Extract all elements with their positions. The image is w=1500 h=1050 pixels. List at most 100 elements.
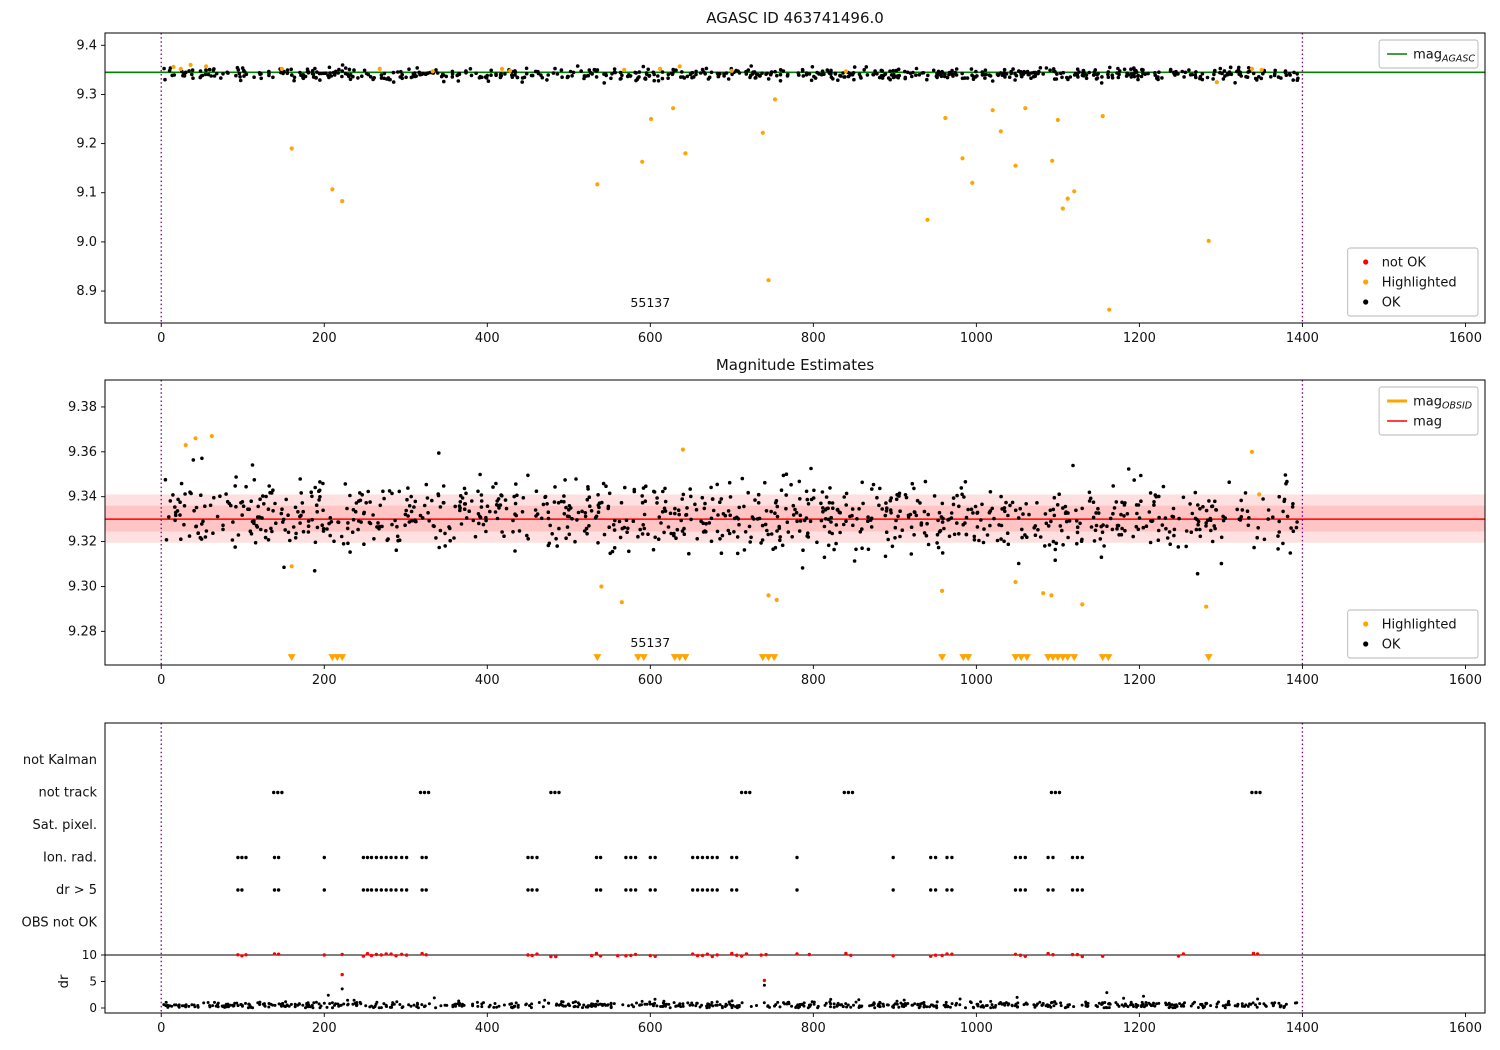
- dr-point: [311, 1006, 315, 1010]
- ok-point: [434, 68, 438, 72]
- dr-point: [1196, 1006, 1200, 1009]
- ok-point: [476, 489, 480, 494]
- ok-point: [409, 494, 414, 499]
- ok-point: [963, 480, 968, 484]
- dr-point: [984, 1004, 988, 1008]
- ok-point: [301, 509, 306, 514]
- ok-point: [668, 511, 673, 516]
- dr-point: [346, 998, 350, 1002]
- ok-point: [860, 480, 864, 485]
- dr-point: [731, 1004, 735, 1007]
- ok-point: [884, 509, 889, 513]
- ok-point: [1213, 526, 1217, 531]
- dr-point: [1123, 1002, 1127, 1006]
- dr-clipped-red-point: [379, 953, 383, 957]
- ok-point: [673, 511, 677, 516]
- ok-point: [218, 494, 222, 499]
- ok-point: [586, 73, 590, 78]
- ok-point: [623, 485, 627, 490]
- ok-point: [244, 72, 249, 77]
- ok-point: [821, 509, 825, 514]
- ok-point: [189, 491, 193, 496]
- highlighted-point: [1013, 579, 1018, 585]
- ok-point: [350, 530, 355, 534]
- ok-point: [267, 484, 272, 488]
- highlighted-point: [289, 146, 294, 151]
- ok-point: [957, 532, 961, 536]
- ok-point: [513, 73, 517, 77]
- dr-point: [420, 1003, 424, 1007]
- dr-point: [206, 1001, 210, 1004]
- ok-point: [515, 75, 520, 80]
- ok-point: [838, 510, 842, 515]
- ok-point: [1132, 66, 1136, 70]
- dr-point: [630, 1003, 634, 1007]
- ok-point: [921, 71, 926, 75]
- dr-point: [476, 1004, 480, 1008]
- flag-point: [715, 888, 719, 892]
- ok-point: [546, 510, 551, 514]
- ok-point: [329, 520, 334, 524]
- ok-point: [798, 519, 803, 523]
- ok-point: [682, 526, 686, 531]
- dr-point: [277, 1002, 281, 1006]
- ok-point: [314, 76, 318, 80]
- ok-point: [1246, 523, 1251, 528]
- flag-point: [322, 855, 326, 860]
- ok-point: [609, 76, 613, 81]
- ok-point: [1239, 515, 1244, 519]
- ok-point: [310, 517, 315, 522]
- ok-point: [1029, 71, 1034, 75]
- highlighted-point: [209, 434, 214, 439]
- dr-clipped-red-point: [735, 953, 739, 957]
- ok-point: [280, 507, 284, 512]
- ok-point: [822, 72, 826, 76]
- ok-point: [298, 514, 302, 519]
- ok-point: [684, 513, 688, 517]
- ok-point: [467, 509, 472, 513]
- ok-point: [673, 506, 677, 511]
- ok-point: [315, 525, 320, 530]
- ok-point: [638, 527, 642, 532]
- ok-point: [557, 526, 561, 531]
- ok-point: [1283, 70, 1288, 74]
- ok-point: [406, 514, 410, 518]
- ok-point: [417, 70, 421, 75]
- dr-clipped-red-point: [374, 952, 379, 957]
- ok-point: [236, 533, 241, 537]
- ok-point: [1200, 72, 1205, 76]
- ok-point: [317, 71, 322, 76]
- ok-point: [321, 529, 326, 533]
- dr-point: [541, 1005, 545, 1009]
- ok-point: [1058, 71, 1063, 76]
- ok-point: [241, 504, 246, 509]
- ok-point: [522, 75, 527, 80]
- dr-point: [841, 1005, 845, 1009]
- flag-point: [1013, 888, 1018, 892]
- ok-point: [796, 71, 801, 75]
- ok-point: [384, 77, 389, 81]
- dr-point: [648, 1000, 652, 1004]
- ok-point: [298, 477, 303, 481]
- ok-point: [478, 515, 483, 520]
- flag-point: [404, 855, 409, 860]
- dr-point: [928, 1005, 931, 1009]
- ok-point: [889, 511, 893, 515]
- ok-point: [252, 75, 256, 79]
- ok-point: [641, 486, 646, 490]
- highlighted-point: [960, 156, 965, 161]
- dr-point: [1284, 1002, 1288, 1006]
- ok-point: [1087, 490, 1092, 495]
- dr-clipped-red-point: [1075, 952, 1080, 957]
- dr-clipped-red-point: [929, 954, 933, 958]
- x-tick-label: 1000: [960, 1021, 993, 1036]
- ok-point: [1163, 516, 1168, 520]
- dr-point: [434, 1006, 438, 1010]
- dr-point: [1272, 1003, 1275, 1006]
- ok-point: [1071, 463, 1075, 468]
- ok-point: [640, 500, 645, 505]
- dr-clipped-red-point: [554, 954, 558, 959]
- ok-point: [358, 491, 362, 495]
- ok-point: [1043, 544, 1047, 548]
